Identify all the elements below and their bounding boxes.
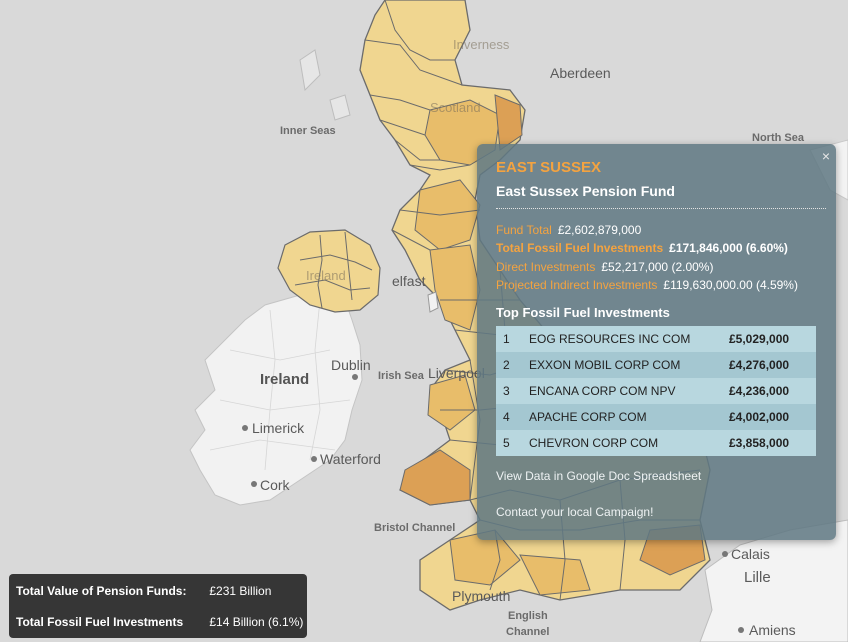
limerick-dot (242, 425, 248, 431)
place-label-amiens: Amiens (749, 622, 796, 638)
company-cell: ENCANA CORP COM NPV (529, 378, 729, 404)
place-label-calais: Calais (731, 546, 770, 562)
stat-direct-value: £52,217,000 (2.00%) (601, 260, 714, 274)
stat-direct: Direct Investments £52,217,000 (2.00%) (496, 260, 713, 274)
rank-cell: 2 (496, 352, 529, 378)
dublin-dot (352, 374, 358, 380)
rank-cell: 4 (496, 404, 529, 430)
county-info-popup: × EAST SUSSEX East Sussex Pension Fund F… (477, 144, 836, 540)
summary-total-value-label: Total Value of Pension Funds: (16, 584, 187, 598)
place-label-waterford: Waterford (320, 451, 381, 467)
place-label-inverness: Inverness (453, 37, 510, 52)
contact-campaign-link[interactable]: Contact your local Campaign! (496, 505, 654, 519)
place-label-lille: Lille (744, 569, 771, 586)
place-label-aberdeen: Aberdeen (550, 65, 611, 81)
cork-dot (251, 481, 257, 487)
place-label-belfast: elfast (392, 273, 426, 289)
table-row: 2 EXXON MOBIL CORP COM £4,276,000 (496, 352, 816, 378)
rank-cell: 5 (496, 430, 529, 456)
county-title: EAST SUSSEX (496, 159, 602, 176)
ireland-county-borders (209, 299, 351, 471)
place-label-dublin: Dublin (331, 357, 371, 373)
summary-fossil-value: £14 Billion (6.1%) (209, 615, 304, 629)
table-row: 1 EOG RESOURCES INC COM £5,029,000 (496, 326, 816, 352)
place-label-english: English (508, 610, 548, 622)
place-label-north-sea: North Sea (752, 132, 804, 144)
place-label-bristol-channel: Bristol Channel (374, 522, 456, 534)
summary-total-value: £231 Billion (209, 584, 272, 598)
region-wales-north (427, 374, 476, 431)
amount-cell: £4,276,000 (729, 352, 816, 378)
stat-fossil-total-label: Total Fossil Fuel Investments (496, 241, 664, 255)
top-investments-heading: Top Fossil Fuel Investments (496, 305, 670, 320)
rank-cell: 1 (496, 326, 529, 352)
close-icon[interactable]: × (821, 148, 830, 164)
company-cell: APACHE CORP COM (529, 404, 729, 430)
france-landmass (699, 519, 848, 642)
company-cell: EXXON MOBIL CORP COM (529, 352, 729, 378)
company-cell: CHEVRON CORP COM (529, 430, 729, 456)
summary-panel: Total Value of Pension Funds: £231 Billi… (9, 574, 307, 638)
place-label-scotland: Scotland (430, 100, 481, 115)
region-borders (414, 179, 481, 251)
table-row: 4 APACHE CORP COM £4,002,000 (496, 404, 816, 430)
amount-cell: £5,029,000 (729, 326, 816, 352)
top-investments-table: 1 EOG RESOURCES INC COM £5,029,000 2 EXX… (496, 326, 816, 456)
amount-cell: £3,858,000 (729, 430, 816, 456)
ni-county-borders (294, 231, 373, 309)
place-label-irish-sea: Irish Sea (378, 370, 424, 382)
stat-fund-total-value: £2,602,879,000 (557, 223, 642, 237)
stat-fossil-total: Total Fossil Fuel Investments £171,846,00… (496, 241, 788, 255)
place-label-cork: Cork (260, 477, 290, 493)
amount-cell: £4,002,000 (729, 404, 816, 430)
company-cell: EOG RESOURCES INC COM (529, 326, 729, 352)
stat-fund-total: Fund Total £2,602,879,000 (496, 223, 641, 237)
stat-indirect: Projected Indirect Investments £119,630,0… (496, 278, 798, 292)
amiens-dot (738, 627, 744, 633)
table-row: 3 ENCANA CORP COM NPV £4,236,000 (496, 378, 816, 404)
region-dorset (519, 554, 591, 596)
calais-dot (722, 551, 728, 557)
isle-of-man (427, 291, 439, 313)
place-label-channel: Channel (506, 626, 550, 638)
place-label-inner-seas: Inner Seas (280, 125, 336, 137)
stat-direct-label: Direct Investments (496, 260, 596, 274)
stat-indirect-label: Projected Indirect Investments (496, 278, 658, 292)
place-label-northern-ireland: Ireland (306, 268, 346, 283)
northern-ireland[interactable] (277, 229, 381, 313)
place-label-ireland: Ireland (260, 371, 310, 388)
summary-fossil-row: Total Fossil Fuel Investments £14 Billio… (16, 615, 303, 629)
region-east-scotland (494, 94, 523, 151)
place-label-limerick: Limerick (252, 420, 305, 436)
region-northwest-england (429, 244, 481, 331)
place-label-liverpool: Liverpool (428, 365, 485, 381)
view-data-link[interactable]: View Data in Google Doc Spreadsheet (496, 469, 702, 483)
stat-indirect-value: £119,630,000.00 (4.59%) (663, 278, 798, 292)
ireland-landmass (189, 284, 363, 506)
amount-cell: £4,236,000 (729, 378, 816, 404)
summary-fossil-label: Total Fossil Fuel Investments (16, 615, 184, 629)
rank-cell: 3 (496, 378, 529, 404)
place-label-plymouth: Plymouth (452, 588, 511, 604)
summary-total-value-row: Total Value of Pension Funds: £231 Billi… (16, 584, 271, 598)
stat-fund-total-label: Fund Total (496, 223, 552, 237)
table-row: 5 CHEVRON CORP COM £3,858,000 (496, 430, 816, 456)
divider (496, 208, 826, 209)
fund-name: East Sussex Pension Fund (496, 183, 675, 199)
western-isles (299, 49, 351, 121)
waterford-dot (311, 456, 317, 462)
stat-fossil-total-value: £171,846,000 (6.60%) (669, 241, 788, 255)
